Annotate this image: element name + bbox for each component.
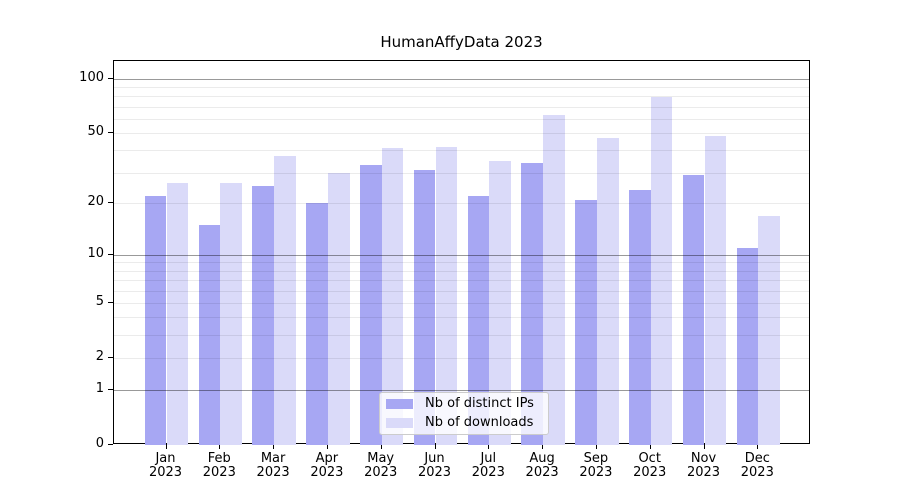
bar-distinct-ips-feb — [198, 225, 221, 445]
bar-distinct-ips-mar — [252, 186, 275, 445]
y-tick-2 — [108, 356, 113, 358]
bar-downloads-jun — [435, 146, 458, 445]
y-tick-0 — [108, 444, 113, 445]
x-label-mar: Mar 2023 — [256, 451, 290, 480]
x-tick-oct — [649, 444, 651, 449]
x-label-aug: Aug 2023 — [525, 451, 559, 480]
bar-downloads-apr — [327, 172, 350, 445]
x-label-jan: Jan 2023 — [148, 451, 183, 480]
bar-distinct-ips-apr — [306, 203, 328, 445]
x-label-apr: Apr 2023 — [310, 451, 344, 480]
x-label-may: May 2023 — [364, 451, 398, 480]
x-tick-jan — [165, 444, 167, 449]
x-tick-mar — [273, 444, 275, 449]
legend: Nb of distinct IPs Nb of downloads — [379, 392, 549, 435]
x-tick-apr — [326, 444, 328, 449]
x-label-nov: Nov 2023 — [686, 451, 721, 480]
bar-distinct-ips-jan — [144, 196, 167, 445]
bar-downloads-may — [381, 148, 404, 445]
bar-distinct-ips-may — [359, 165, 382, 445]
legend-label-downloads: Nb of downloads — [425, 414, 534, 430]
y-label-10: 10 — [87, 245, 104, 261]
x-tick-sep — [595, 444, 597, 449]
x-label-dec: Dec 2023 — [740, 451, 774, 480]
y-tick-50 — [108, 132, 113, 134]
legend-item-downloads: Nb of downloads — [386, 414, 544, 433]
x-label-oct: Oct 2023 — [633, 451, 667, 480]
y-tick-5 — [108, 301, 113, 303]
bar-distinct-ips-jun — [413, 170, 436, 445]
bar-distinct-ips-oct — [628, 189, 651, 445]
y-label-50: 50 — [87, 124, 104, 140]
x-tick-feb — [219, 444, 221, 449]
legend-label-distinct-ips: Nb of distinct IPs — [425, 396, 534, 412]
chart-title: HumanAffyData 2023 — [380, 33, 543, 51]
x-tick-jul — [488, 444, 490, 449]
bar-downloads-aug — [543, 115, 565, 445]
bar-downloads-nov — [704, 136, 727, 445]
legend-swatch-distinct-ips — [386, 399, 413, 410]
x-label-feb: Feb 2023 — [202, 451, 236, 480]
plot-area — [113, 60, 810, 445]
y-label-5: 5 — [95, 293, 104, 309]
x-label-jul: Jul 2023 — [471, 451, 505, 480]
y-label-2: 2 — [95, 348, 104, 364]
bar-distinct-ips-sep — [575, 199, 597, 445]
y-tick-100 — [108, 77, 113, 79]
bar-downloads-jul — [489, 160, 512, 445]
y-label-100: 100 — [79, 69, 104, 85]
bar-downloads-jan — [166, 183, 189, 445]
x-tick-aug — [542, 444, 544, 449]
bar-downloads-oct — [650, 97, 673, 445]
x-tick-nov — [703, 444, 705, 449]
x-tick-jun — [434, 444, 436, 449]
bar-distinct-ips-dec — [736, 247, 759, 445]
bar-distinct-ips-nov — [682, 175, 705, 445]
legend-swatch-downloads — [386, 417, 413, 428]
bar-downloads-sep — [596, 137, 619, 445]
x-tick-dec — [757, 444, 759, 449]
y-label-0: 0 — [95, 436, 104, 451]
x-tick-may — [380, 444, 382, 449]
y-tick-10 — [108, 253, 113, 255]
y-tick-20 — [108, 202, 113, 204]
y-label-1: 1 — [95, 381, 104, 396]
x-label-sep: Sep 2023 — [579, 451, 613, 480]
bar-downloads-mar — [274, 156, 296, 445]
bar-downloads-dec — [758, 215, 781, 445]
y-tick-1 — [108, 389, 113, 390]
bar-downloads-feb — [220, 183, 243, 445]
x-label-jun: Jun 2023 — [417, 451, 452, 480]
y-label-20: 20 — [87, 194, 104, 210]
bars-layer — [114, 61, 809, 445]
bar-distinct-ips-aug — [521, 162, 544, 445]
legend-item-distinct-ips: Nb of distinct IPs — [386, 395, 544, 414]
bar-distinct-ips-jul — [467, 196, 490, 445]
